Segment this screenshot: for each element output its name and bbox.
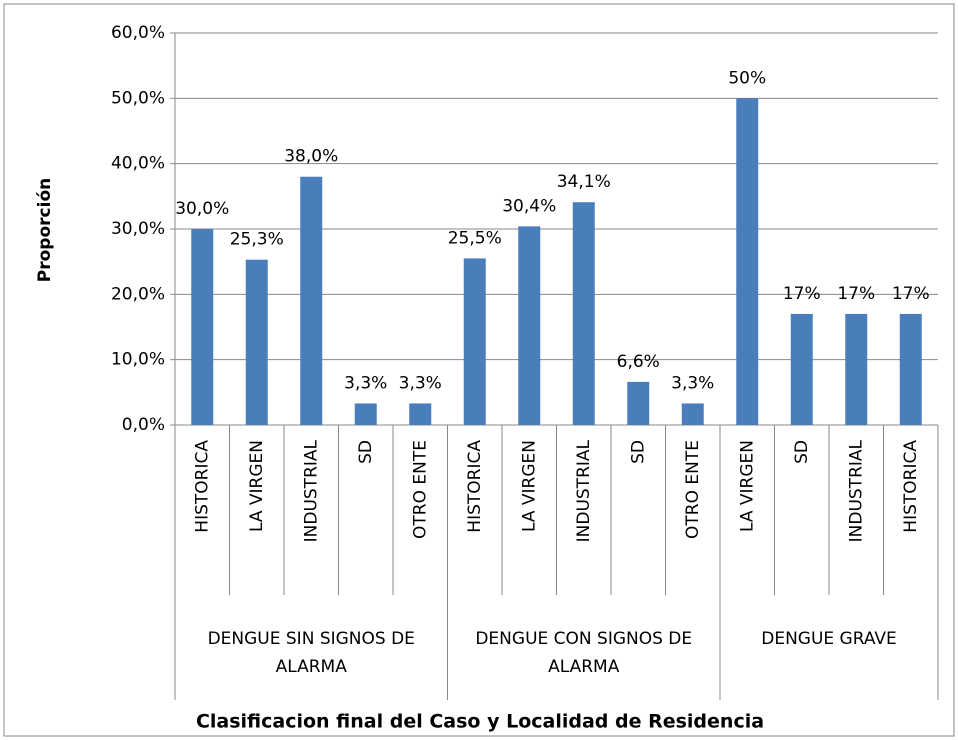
x-tick-label: INDUSTRIAL: [574, 439, 594, 542]
group-label: DENGUE GRAVE: [761, 629, 897, 649]
value-label: 30,0%: [175, 199, 229, 219]
bar: [572, 202, 595, 425]
bar: [736, 98, 759, 425]
value-label: 17%: [837, 284, 875, 304]
y-tick-label: 50,0%: [111, 88, 165, 108]
x-tick-label: SD: [628, 440, 648, 464]
x-tick-label: LA VIRGEN: [737, 440, 757, 532]
y-tick-label: 30,0%: [111, 219, 165, 239]
x-tick-label: OTRO ENTE: [410, 440, 430, 539]
value-label: 34,1%: [557, 172, 611, 192]
value-label: 17%: [892, 284, 930, 304]
value-label: 3,3%: [344, 373, 387, 393]
y-tick-label: 10,0%: [111, 350, 165, 370]
bar: [790, 313, 813, 425]
value-label: 6,6%: [617, 352, 660, 372]
x-tick-label: HISTORICA: [192, 440, 212, 533]
value-label: 50%: [728, 68, 766, 88]
x-axis-title: Clasificacion final del Caso y Localidad…: [196, 711, 764, 733]
group-label: DENGUE SIN SIGNOS DE ALARMA: [207, 629, 415, 677]
x-tick-label: INDUSTRIAL: [846, 439, 866, 542]
y-axis-title: Proporción: [35, 178, 55, 282]
value-label: 30,4%: [502, 196, 556, 216]
x-tick-label: SD: [792, 440, 812, 464]
x-tick-label: INDUSTRIAL: [301, 439, 321, 542]
group-label: DENGUE CON SIGNOS DE ALARMA: [475, 629, 693, 677]
y-tick-label: 60,0%: [111, 23, 165, 43]
bar: [681, 403, 704, 425]
value-label: 3,3%: [399, 373, 442, 393]
y-tick-label: 20,0%: [111, 284, 165, 304]
y-tick-label: 40,0%: [111, 154, 165, 174]
bar: [899, 313, 922, 425]
bar: [627, 381, 650, 425]
x-tick-label: HISTORICA: [901, 440, 921, 533]
x-tick-label: LA VIRGEN: [519, 440, 539, 532]
bar: [245, 259, 268, 425]
chart-border: [3, 3, 955, 737]
bar: [845, 313, 868, 425]
x-tick-label: OTRO ENTE: [683, 440, 703, 539]
bar: [191, 229, 214, 425]
x-tick-label: SD: [356, 440, 376, 464]
y-tick-label: 0,0%: [122, 415, 165, 435]
bar: [300, 176, 323, 425]
value-label: 25,5%: [448, 228, 502, 248]
bar: [463, 258, 486, 425]
value-label: 38,0%: [284, 147, 338, 167]
value-label: 3,3%: [671, 373, 714, 393]
bar: [409, 403, 432, 425]
bar: [354, 403, 377, 425]
value-label: 17%: [783, 284, 821, 304]
value-label: 25,3%: [230, 230, 284, 250]
x-tick-label: HISTORICA: [465, 440, 485, 533]
bar: [518, 226, 541, 425]
x-tick-label: LA VIRGEN: [247, 440, 267, 532]
